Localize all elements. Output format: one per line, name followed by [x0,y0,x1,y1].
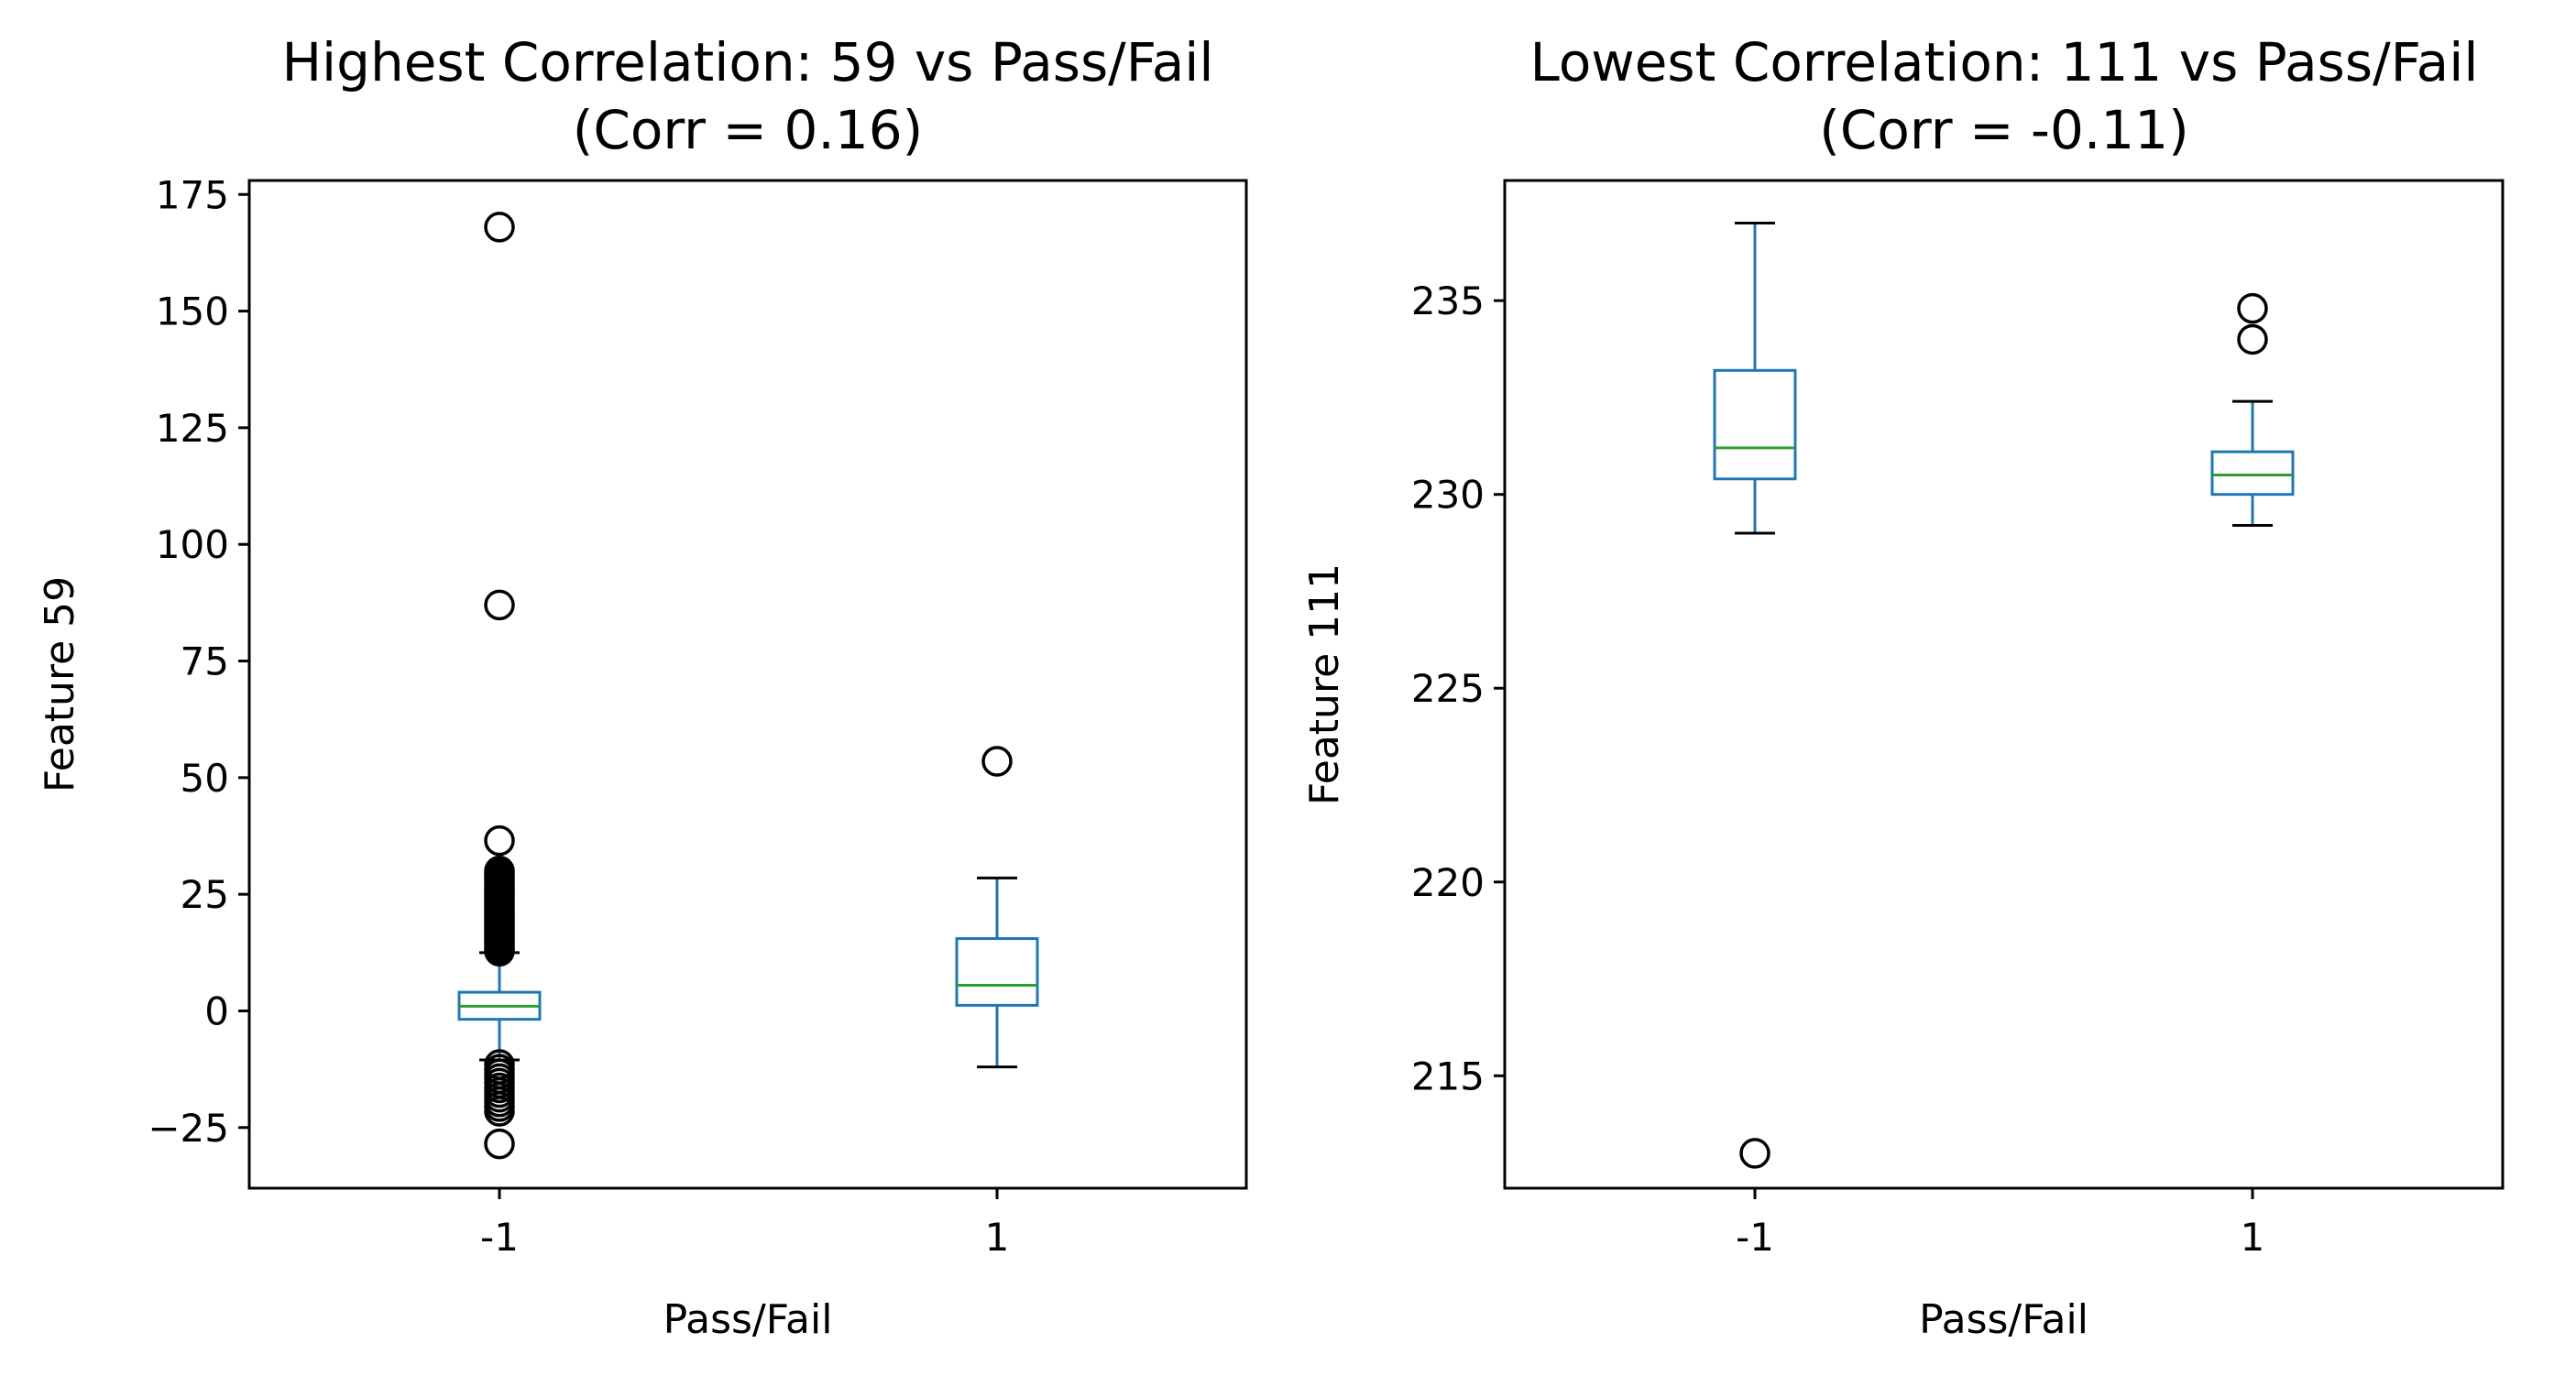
y-tick-label: 175 [156,172,229,217]
y-tick-label: 150 [156,289,229,334]
chart-panel-2: Lowest Correlation: 111 vs Pass/Fail(Cor… [1301,31,2505,1343]
box-iqr [2210,450,2295,497]
chart-subtitle: (Corr = -0.11) [1819,99,2188,161]
outlier-point [484,1096,515,1127]
outlier-point [2237,323,2268,355]
x-axis-label: Pass/Fail [1919,1296,2088,1343]
y-tick-label: 25 [181,872,229,917]
box--1 [1713,222,1797,1169]
y-tick-label: 215 [1411,1054,1485,1098]
outlier-point [484,1128,515,1160]
x-tick-label: 1 [2241,1215,2265,1260]
box-iqr [955,937,1039,1007]
outlier-point [484,935,515,967]
chart-panel-1: Highest Correlation: 59 vs Pass/Fail(Cor… [37,31,1248,1343]
x-axis-label: Pass/Fail [663,1296,833,1343]
y-tick-label: 50 [181,756,229,801]
x-tick-label: -1 [1736,1215,1774,1260]
y-tick-label: 125 [156,406,229,451]
x-tick-label: -1 [480,1215,519,1260]
y-tick-label: 220 [1411,860,1485,905]
y-tick-label: 0 [204,988,229,1033]
box-1 [955,746,1039,1069]
y-tick-label: 235 [1411,278,1485,323]
chart-subtitle: (Corr = 0.16) [573,99,924,161]
y-tick-label: 100 [156,522,229,567]
y-tick-label: 230 [1411,473,1485,518]
y-tick-label: 75 [181,639,229,684]
outlier-point [484,589,515,621]
y-tick-label: −25 [148,1106,229,1151]
outlier-point [1739,1138,1770,1169]
y-axis-label: Feature 111 [1301,563,1348,805]
axes-frame [247,179,1248,1190]
box-iqr [1713,368,1797,481]
box--1 [457,212,542,1160]
box-1 [2210,292,2295,528]
chart-title: Lowest Correlation: 111 vs Pass/Fail [1530,31,2479,93]
outlier-point [2237,292,2268,324]
outlier-point [981,746,1013,777]
outlier-point [484,825,515,857]
chart-title: Highest Correlation: 59 vs Pass/Fail [281,31,1213,93]
outlier-point [484,212,515,243]
axes-frame [1503,179,2505,1190]
x-tick-label: 1 [985,1215,1010,1260]
y-axis-label: Feature 59 [37,576,83,792]
y-tick-label: 225 [1411,666,1485,711]
